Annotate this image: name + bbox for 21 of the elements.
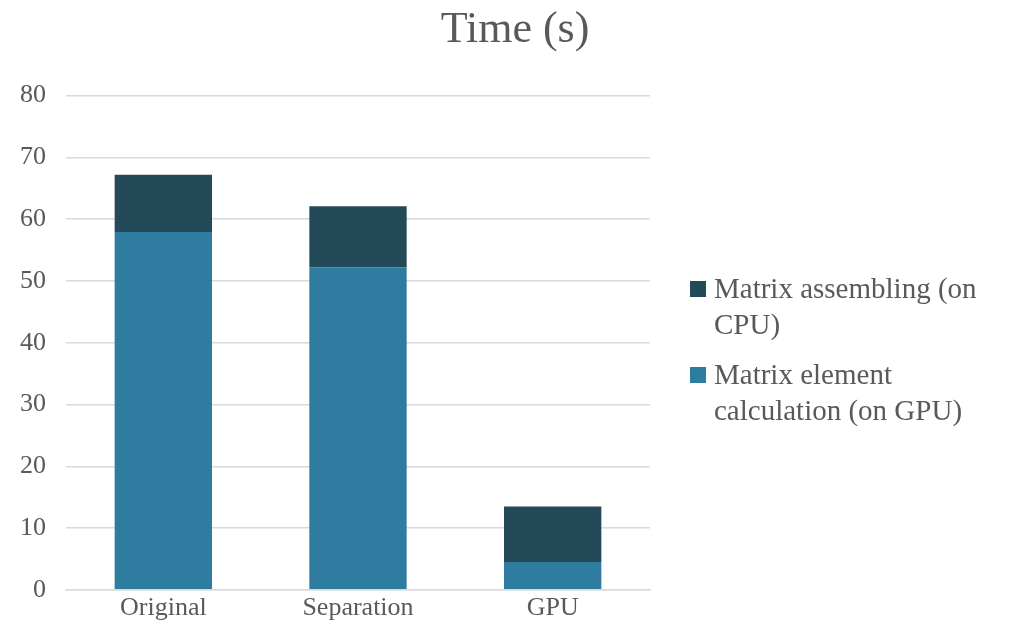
bar: [114, 232, 212, 590]
y-tick-label: 40: [20, 326, 46, 356]
bar: [309, 267, 407, 590]
chart-title: Time (s): [439, 2, 591, 53]
y-tick-label: 20: [20, 450, 46, 480]
y-tick-label: 10: [20, 511, 46, 541]
x-tick-label: Separation: [302, 592, 414, 622]
bar: [504, 562, 602, 590]
y-tick-label: 30: [20, 388, 46, 418]
x-tick-label: Original: [120, 592, 207, 622]
x-tick-label: GPU: [526, 592, 579, 622]
legend-label: Matrix assembling (on CPU): [714, 271, 978, 342]
y-tick-label: 50: [20, 264, 46, 294]
legend-label: Matrix element calculation (on GPU): [714, 357, 964, 428]
y-tick-label: 60: [20, 202, 46, 232]
bar: [114, 174, 212, 233]
y-tick-label: 70: [20, 141, 46, 171]
bar: [504, 506, 602, 562]
y-tick-label: 0: [33, 573, 46, 603]
y-tick-label: 80: [20, 79, 46, 109]
bar: [309, 206, 407, 268]
